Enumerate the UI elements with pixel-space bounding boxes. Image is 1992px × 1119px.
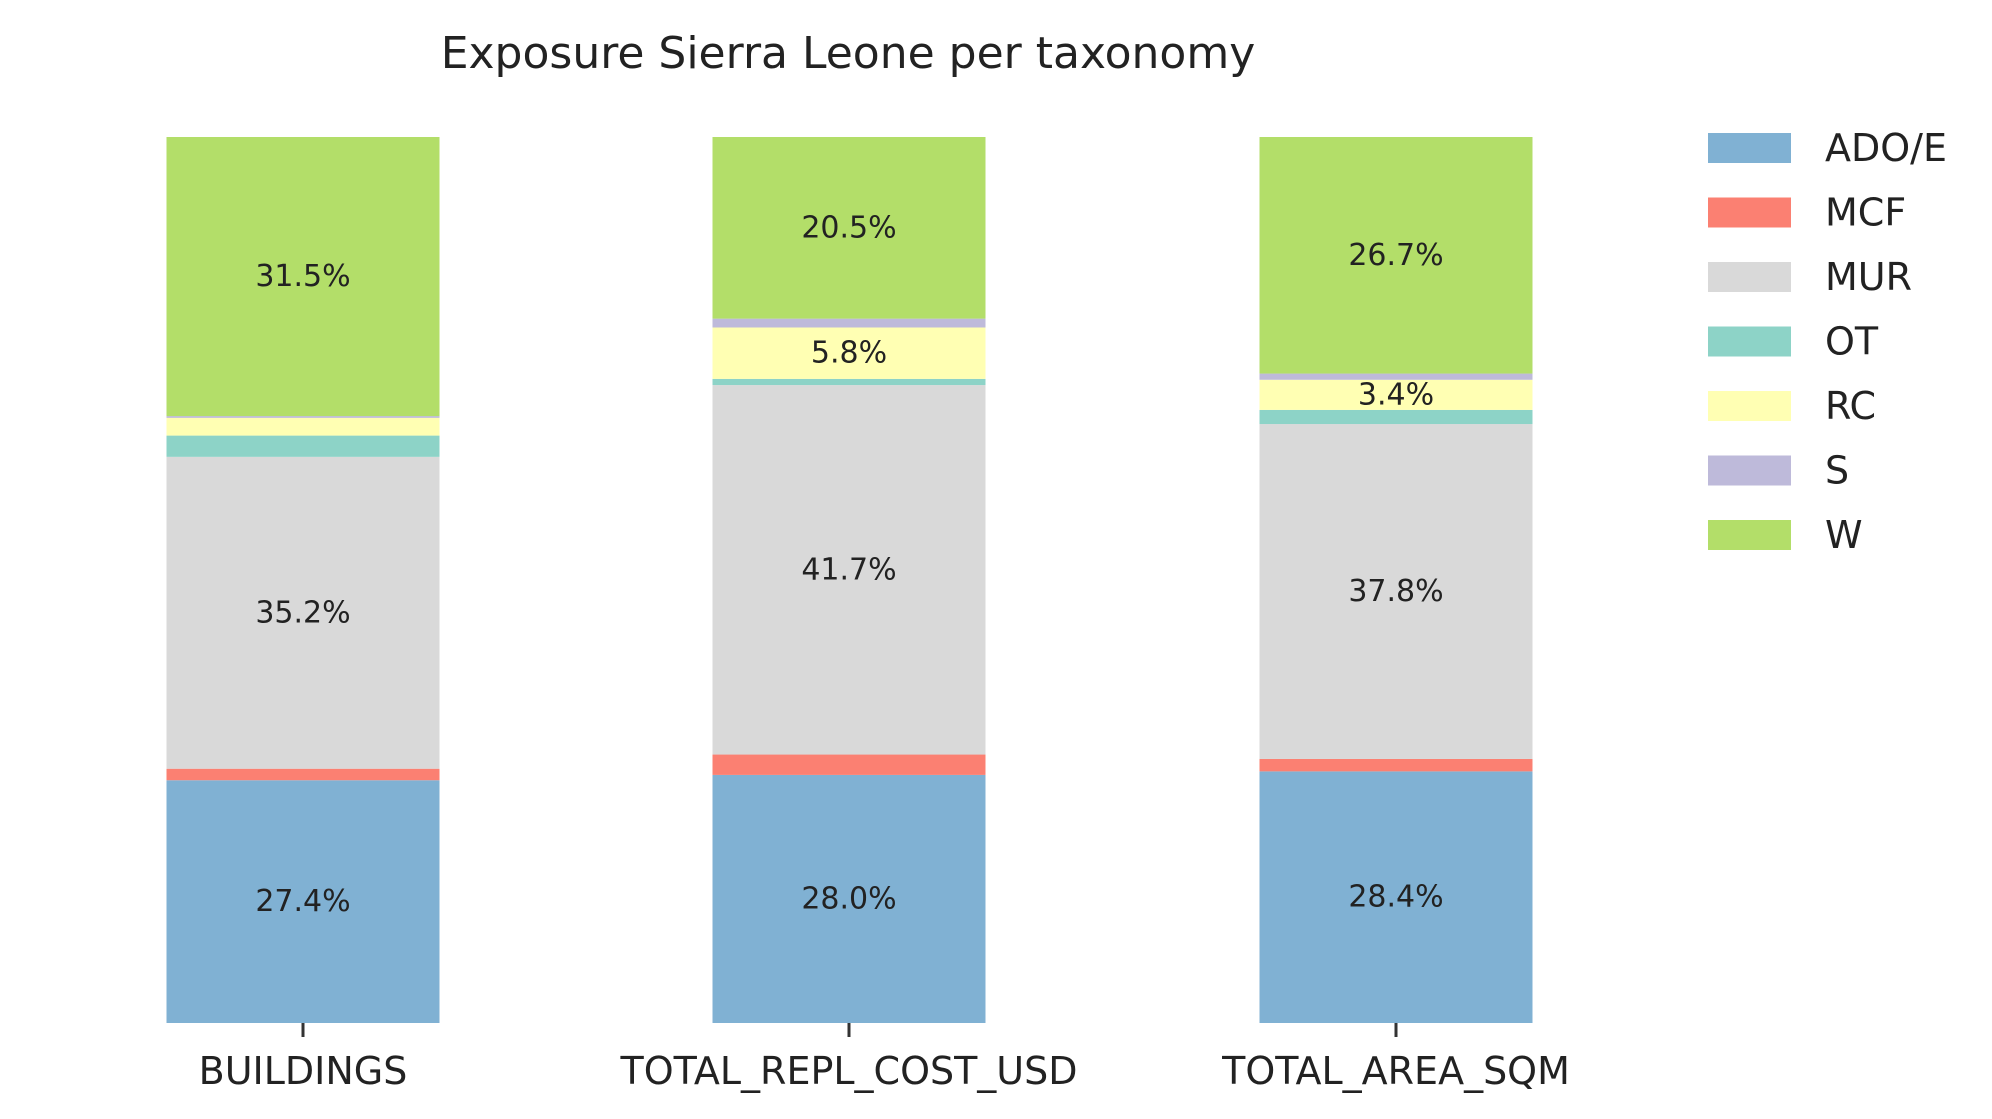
bar-segment-total-repl-cost-usd-mur [712, 385, 986, 755]
data-label-total-area-sqm-ado-e: 28.4% [1348, 880, 1443, 915]
bar-segment-buildings-w [166, 137, 440, 417]
legend: ADO/E MCF MUR OT RC SW [1708, 126, 1947, 557]
bar-segment-buildings-ado-e [166, 780, 440, 1023]
bar-segment-buildings-mur [166, 456, 440, 769]
legend-label-mcf: MCF [1825, 191, 1906, 235]
bar-segment-buildings-s [166, 416, 440, 418]
legend-label-rc: RC [1825, 384, 1876, 428]
data-label-total-repl-cost-usd-ado-e: 28.0% [801, 881, 896, 916]
chart-title: Exposure Sierra Leone per taxonomy [441, 28, 1256, 79]
bar-segment-total-area-sqm-rc [1259, 379, 1533, 410]
x-tick-label-buildings: BUILDINGS [199, 1049, 408, 1093]
data-label-buildings-w: 31.5% [255, 259, 350, 294]
data-label-total-repl-cost-usd-rc: 5.8% [811, 336, 887, 371]
bar-segment-total-area-sqm-ado-e [1259, 771, 1533, 1023]
x-tick-label-total-area-sqm: TOTAL_AREA_SQM [1221, 1049, 1570, 1093]
bar-segment-total-repl-cost-usd-w [712, 137, 986, 319]
data-label-total-area-sqm-w: 26.7% [1348, 238, 1443, 273]
bar-segment-total-area-sqm-ot [1259, 409, 1533, 425]
bar-segment-total-area-sqm-mcf [1259, 758, 1533, 772]
data-label-total-area-sqm-rc: 3.4% [1358, 377, 1434, 412]
bar-segment-total-area-sqm-s [1259, 373, 1533, 380]
data-label-total-repl-cost-usd-w: 20.5% [801, 210, 896, 245]
data-labels-layer: 27.4% 35.2% 31.5% 28.0% 41.7% 5.8% 20.5% 28.4% 3… [255, 210, 1443, 919]
data-label-total-repl-cost-usd-mur: 41.7% [801, 552, 896, 587]
x-axis: BUILDINGS TOTAL_REPL_COST_USD TOTAL_AREA_S… [199, 1023, 1570, 1093]
bar-segment-buildings-ot [166, 435, 440, 457]
legend-label-ado-e: ADO/E [1825, 126, 1947, 170]
legend-swatch-mur [1708, 262, 1791, 292]
legend-swatch-w [1708, 520, 1791, 550]
legend-label-w: W [1825, 513, 1863, 557]
bar-segment-total-area-sqm-w [1259, 137, 1533, 374]
bar-segment-buildings-mcf [166, 768, 440, 781]
bar-segment-buildings-rc [166, 417, 440, 436]
legend-label-ot: OT [1825, 320, 1879, 364]
legend-label-s: S [1825, 449, 1849, 493]
legend-swatch-ot [1708, 326, 1791, 357]
legend-swatch-ado-e [1708, 133, 1791, 163]
bar-segment-total-repl-cost-usd-rc [712, 327, 986, 379]
bar-segment-total-repl-cost-usd-ot [712, 378, 986, 386]
legend-swatch-s [1708, 455, 1791, 486]
bars-layer [166, 137, 1533, 1023]
bar-segment-total-area-sqm-mur [1259, 424, 1533, 759]
data-label-total-area-sqm-mur: 37.8% [1348, 574, 1443, 609]
data-label-buildings-ado-e: 27.4% [255, 884, 350, 919]
x-tick-label-total-repl-cost-usd: TOTAL_REPL_COST_USD [619, 1049, 1077, 1093]
bar-segment-total-repl-cost-usd-ado-e [712, 774, 986, 1023]
legend-swatch-mcf [1708, 197, 1791, 228]
data-label-buildings-mur: 35.2% [255, 595, 350, 630]
bar-segment-total-repl-cost-usd-s [712, 318, 986, 328]
legend-swatch-rc [1708, 391, 1791, 421]
legend-label-mur: MUR [1825, 255, 1912, 299]
bar-segment-total-repl-cost-usd-mcf [712, 754, 986, 775]
